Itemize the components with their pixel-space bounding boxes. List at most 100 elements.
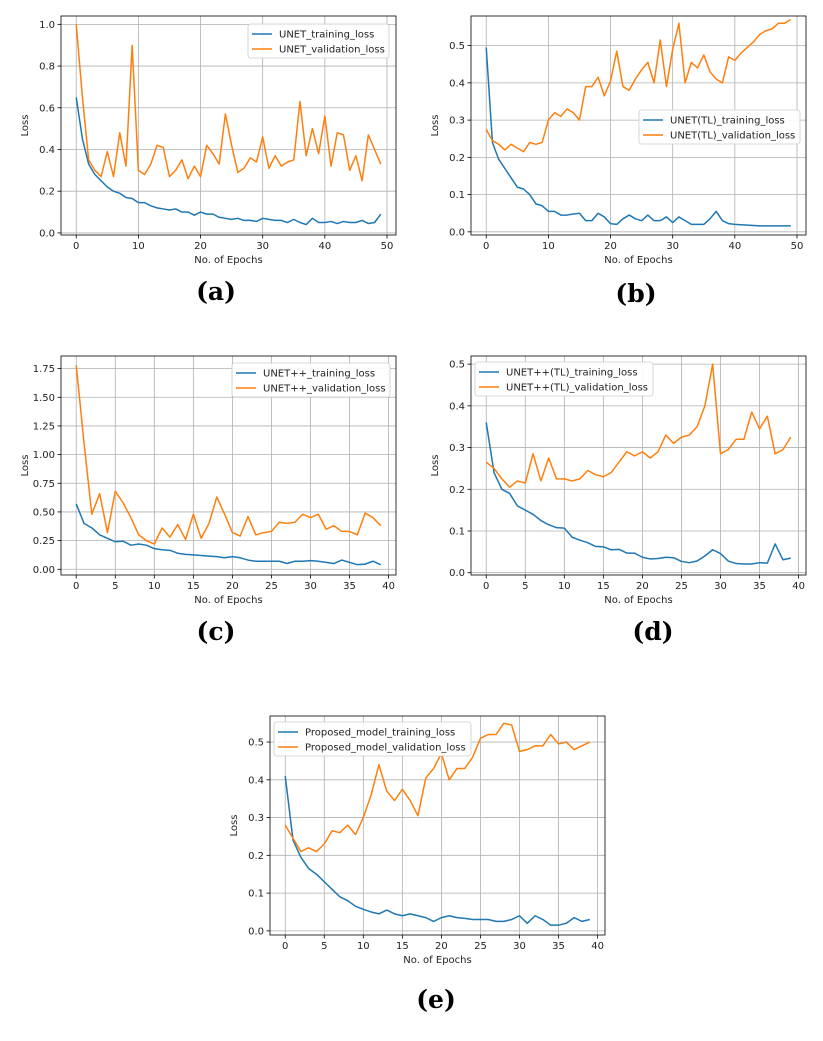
legend-entry: Proposed_model_validation_loss xyxy=(305,743,466,754)
x-tick-label: 10 xyxy=(148,581,161,592)
y-tick-label: 1.25 xyxy=(33,421,55,432)
x-tick-label: 0 xyxy=(73,241,79,252)
x-axis-label: No. of Epochs xyxy=(604,255,672,266)
y-tick-label: 0.8 xyxy=(39,62,55,73)
legend-entry: Proposed_model_training_loss xyxy=(305,728,455,739)
axes-frame xyxy=(60,15,397,236)
x-tick-label: 25 xyxy=(474,941,487,952)
y-tick-label: 0.0 xyxy=(248,926,264,937)
y-tick-label: 0.5 xyxy=(248,738,264,749)
x-tick-label: 20 xyxy=(636,581,649,592)
y-tick-label: 0.4 xyxy=(248,775,264,786)
y-tick-label: 1.00 xyxy=(33,450,55,461)
x-tick-label: 30 xyxy=(666,241,679,252)
x-axis-label: No. of Epochs xyxy=(194,595,262,606)
x-tick-label: 5 xyxy=(112,581,118,592)
x-tick-label: 15 xyxy=(597,581,610,592)
x-tick-label: 5 xyxy=(321,941,327,952)
legend-entry: UNET_training_loss xyxy=(279,30,374,41)
x-tick-label: 40 xyxy=(591,941,604,952)
axes-frame xyxy=(269,715,606,936)
y-tick-label: 0.2 xyxy=(39,187,55,198)
chart-panel-d: 0 5 10 15 20 25 30 35 40 0.0 0.1 0.2 0.3 0.4 0.5 No. of… xyxy=(430,355,807,646)
series-line-UNET(TL)_training_loss xyxy=(485,47,791,227)
legend-entry: UNET++(TL)_validation_loss xyxy=(506,383,648,394)
panel-caption: (a) xyxy=(196,277,236,306)
y-tick-label: 1.0 xyxy=(39,20,55,31)
series-line-UNET_training_loss xyxy=(75,97,382,226)
y-axis-label: Loss xyxy=(20,115,31,137)
legend-entry: UNET++_training_loss xyxy=(263,369,375,380)
chart-panel-a: 0 10 20 30 40 50 0.0 0.2 0.4 0.6 0.8 1.0 No. of Epoc… xyxy=(20,15,397,306)
legend-box xyxy=(638,109,801,145)
y-tick-label: 0.2 xyxy=(449,153,465,164)
y-tick-label: 0.6 xyxy=(39,103,55,114)
x-tick-label: 40 xyxy=(318,241,331,252)
y-tick-label: 0.3 xyxy=(248,813,264,824)
legend-entry: UNET(TL)_validation_loss xyxy=(670,131,795,142)
y-tick-label: 0.50 xyxy=(33,507,55,518)
axes-frame xyxy=(470,355,807,576)
x-tick-label: 25 xyxy=(265,581,278,592)
x-tick-label: 50 xyxy=(791,241,804,252)
x-tick-label: 35 xyxy=(343,581,356,592)
y-axis-label: Loss xyxy=(229,815,240,837)
x-tick-label: 20 xyxy=(226,581,239,592)
legend-entry: UNET(TL)_training_loss xyxy=(670,116,785,127)
panel-caption: (c) xyxy=(197,617,236,646)
y-tick-label: 0.2 xyxy=(248,851,264,862)
y-axis-label: Loss xyxy=(20,455,31,477)
x-tick-label: 10 xyxy=(542,241,555,252)
y-tick-label: 0.4 xyxy=(449,401,465,412)
x-tick-label: 30 xyxy=(714,581,727,592)
y-tick-label: 0.5 xyxy=(449,360,465,371)
y-tick-label: 0.1 xyxy=(449,190,465,201)
y-tick-label: 0.4 xyxy=(39,145,55,156)
legend-entry: UNET++(TL)_training_loss xyxy=(506,368,638,379)
x-tick-label: 35 xyxy=(552,941,565,952)
chart-panel-b: 0 10 20 30 40 50 0.0 0.1 0.2 0.3 0.4 0.5 No. of Epoc… xyxy=(430,15,807,308)
x-tick-label: 20 xyxy=(604,241,617,252)
legend-box xyxy=(474,361,654,397)
legend-entry: UNET++_validation_loss xyxy=(263,384,386,395)
x-tick-label: 0 xyxy=(483,241,489,252)
y-tick-label: 0.0 xyxy=(39,228,55,239)
series-line-UNET_validation_loss xyxy=(75,24,382,182)
legend-entry: UNET_validation_loss xyxy=(279,45,385,56)
legend-box xyxy=(231,362,391,398)
x-tick-label: 40 xyxy=(792,581,805,592)
x-tick-label: 25 xyxy=(675,581,688,592)
x-tick-label: 15 xyxy=(187,581,200,592)
x-tick-label: 15 xyxy=(396,941,409,952)
axes-frame xyxy=(470,15,807,236)
x-tick-label: 40 xyxy=(382,581,395,592)
series-line-UNET++(TL)_validation_loss xyxy=(485,363,792,488)
legend-box xyxy=(273,721,472,757)
y-tick-label: 0.3 xyxy=(449,116,465,127)
panel-caption: (e) xyxy=(416,985,456,1014)
x-tick-label: 0 xyxy=(73,581,79,592)
x-axis-label: No. of Epochs xyxy=(604,595,672,606)
y-tick-label: 0.1 xyxy=(248,889,264,900)
y-tick-label: 0.75 xyxy=(33,479,55,490)
series-line-UNET(TL)_validation_loss xyxy=(485,18,792,153)
y-axis-label: Loss xyxy=(430,115,441,137)
x-tick-label: 0 xyxy=(282,941,288,952)
series-line-Proposed_model_validation_loss xyxy=(284,722,591,853)
panel-caption: (b) xyxy=(615,279,656,308)
x-tick-label: 50 xyxy=(381,241,394,252)
y-tick-label: 0.0 xyxy=(449,568,465,579)
y-tick-label: 0.1 xyxy=(449,526,465,537)
x-tick-label: 30 xyxy=(304,581,317,592)
y-tick-label: 1.75 xyxy=(33,364,55,375)
x-tick-label: 20 xyxy=(435,941,448,952)
panel-caption: (d) xyxy=(632,617,673,646)
y-tick-label: 0.2 xyxy=(449,485,465,496)
series-line-UNET++_validation_loss xyxy=(75,365,382,545)
x-tick-label: 35 xyxy=(753,581,766,592)
y-tick-label: 0.25 xyxy=(33,536,55,547)
axes-frame xyxy=(60,355,397,576)
x-axis-label: No. of Epochs xyxy=(194,255,262,266)
x-tick-label: 10 xyxy=(558,581,571,592)
